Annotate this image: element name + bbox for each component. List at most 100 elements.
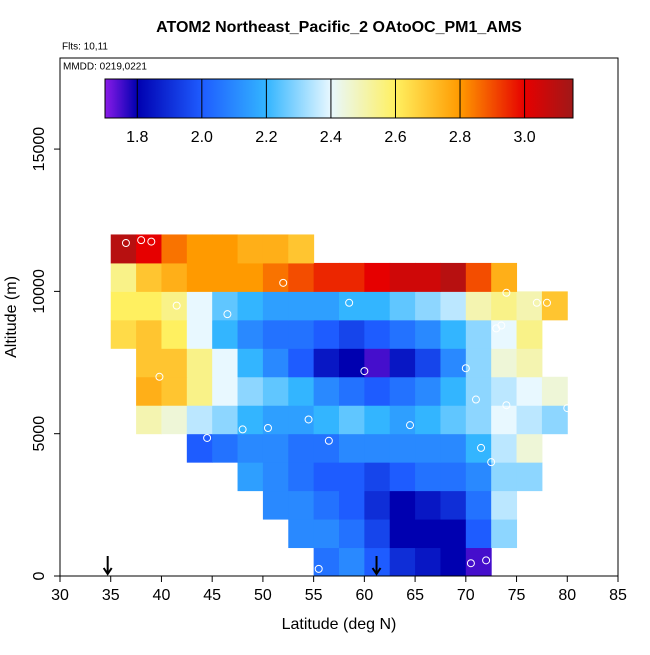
heat-cell bbox=[237, 462, 264, 492]
colorbar-tick-label: 2.2 bbox=[255, 129, 277, 146]
heat-cell bbox=[313, 490, 340, 520]
heat-cell bbox=[288, 405, 315, 435]
sample-point bbox=[502, 401, 511, 410]
heat-cell bbox=[516, 376, 543, 406]
heat-cell bbox=[465, 405, 492, 435]
heat-cell bbox=[364, 490, 391, 520]
heat-cell bbox=[186, 348, 213, 378]
annotation: MMDD: 0219,0221 bbox=[63, 62, 147, 73]
heat-cell bbox=[313, 376, 340, 406]
heat-cell bbox=[288, 262, 315, 292]
heat-cell bbox=[288, 291, 315, 321]
heat-cell bbox=[161, 291, 188, 321]
heat-cell bbox=[262, 348, 289, 378]
sample-point bbox=[532, 298, 541, 307]
heat-cell bbox=[491, 291, 518, 321]
x-tick-label: 80 bbox=[558, 587, 576, 604]
heat-cell bbox=[313, 348, 340, 378]
heat-cell bbox=[136, 291, 162, 321]
heat-cell bbox=[440, 405, 467, 435]
heat-cell bbox=[262, 490, 289, 520]
x-tick-label: 55 bbox=[305, 587, 323, 604]
heat-cell bbox=[161, 376, 188, 406]
heat-cell bbox=[262, 319, 289, 349]
x-tick-label: 65 bbox=[406, 587, 424, 604]
heat-cell bbox=[440, 490, 467, 520]
sample-point bbox=[172, 301, 181, 310]
heat-cell bbox=[389, 405, 416, 435]
heat-cell bbox=[136, 376, 162, 406]
heat-cell bbox=[465, 462, 492, 492]
colorbar-tick-label: 2.8 bbox=[449, 129, 471, 146]
heat-cell bbox=[339, 319, 365, 349]
heat-cell bbox=[415, 490, 441, 520]
heat-cell bbox=[465, 490, 492, 520]
heat-cell bbox=[339, 519, 365, 549]
sample-point bbox=[502, 288, 511, 297]
heat-cell bbox=[313, 519, 340, 549]
heat-cell bbox=[415, 405, 441, 435]
heat-cell bbox=[465, 291, 492, 321]
chart-title: ATOM2 Northeast_Pacific_2 OAtoOC_PM1_AMS bbox=[156, 19, 522, 36]
heat-cell bbox=[313, 262, 340, 292]
heat-cell bbox=[339, 348, 365, 378]
heat-cell bbox=[212, 234, 239, 264]
heat-cell bbox=[186, 433, 213, 463]
heat-cell bbox=[516, 405, 543, 435]
sample-point bbox=[121, 239, 130, 247]
x-axis-label: Latitude (deg N) bbox=[282, 616, 397, 633]
heat-cell bbox=[339, 291, 365, 321]
heat-cell bbox=[212, 405, 239, 435]
heat-cell bbox=[465, 348, 492, 378]
heat-cell bbox=[288, 376, 315, 406]
x-tick-label: 45 bbox=[203, 587, 221, 604]
heat-cell bbox=[465, 433, 492, 463]
heat-cell bbox=[389, 433, 416, 463]
subtitle: Flts: 10,11 bbox=[62, 42, 108, 53]
heat-cell bbox=[237, 405, 264, 435]
heat-cell bbox=[364, 319, 391, 349]
heat-cell bbox=[288, 234, 315, 264]
sample-point bbox=[324, 436, 333, 445]
heat-cell bbox=[288, 462, 315, 492]
heat-cell bbox=[161, 262, 188, 292]
x-tick-label: 70 bbox=[457, 587, 475, 604]
heat-cell bbox=[389, 291, 416, 321]
heat-cell bbox=[161, 348, 188, 378]
sample-point bbox=[497, 321, 506, 330]
heat-cell bbox=[110, 319, 137, 349]
colorbar bbox=[104, 78, 574, 119]
heat-cell bbox=[415, 547, 441, 577]
heat-cell bbox=[237, 376, 264, 406]
heat-cell bbox=[186, 376, 213, 406]
heat-cell bbox=[440, 348, 467, 378]
flight-arrow bbox=[102, 556, 113, 576]
heat-cell bbox=[110, 262, 137, 292]
x-tick-label: 85 bbox=[609, 587, 627, 604]
heat-cell bbox=[212, 433, 239, 463]
sample-point bbox=[147, 237, 156, 246]
heat-cell bbox=[186, 319, 213, 349]
heat-cell bbox=[491, 348, 518, 378]
heat-cell bbox=[237, 234, 264, 264]
heat-cell bbox=[415, 376, 441, 406]
heat-cell bbox=[364, 262, 391, 292]
heat-cell bbox=[516, 462, 543, 492]
heat-cell bbox=[415, 319, 441, 349]
heat-cell bbox=[491, 262, 518, 292]
heat-cell bbox=[186, 262, 213, 292]
heat-cell bbox=[313, 319, 340, 349]
heat-cell bbox=[516, 319, 543, 349]
heat-cell bbox=[516, 348, 543, 378]
sample-point bbox=[542, 298, 551, 307]
heat-cell bbox=[161, 405, 188, 435]
heat-cell bbox=[212, 376, 239, 406]
heat-cell bbox=[415, 519, 441, 549]
y-axis-label: Altitude (m) bbox=[3, 276, 20, 358]
heat-cell bbox=[440, 462, 467, 492]
sample-point bbox=[482, 556, 491, 565]
heat-cell bbox=[313, 462, 340, 492]
heat-cell bbox=[110, 291, 137, 321]
flight-arrow bbox=[371, 556, 382, 576]
